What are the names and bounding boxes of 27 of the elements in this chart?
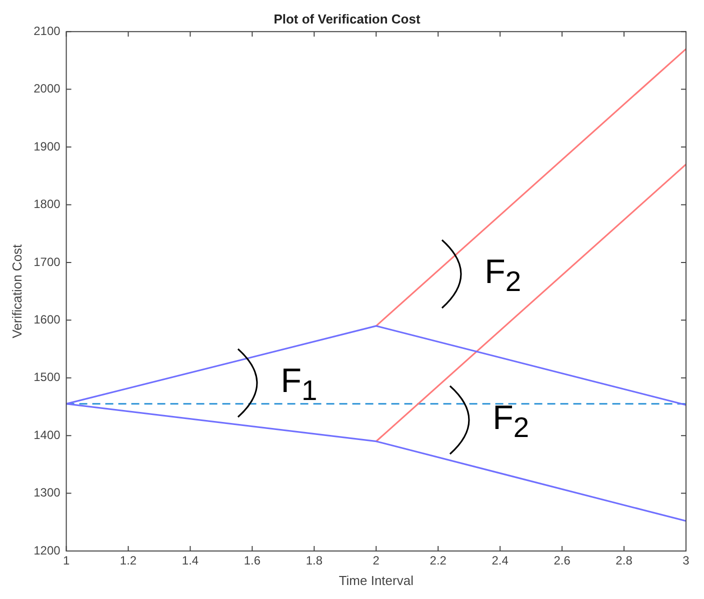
y-tick-label: 2100 [34, 24, 61, 38]
x-tick-label: 1.2 [120, 554, 137, 568]
x-tick-label: 3 [682, 554, 690, 568]
y-tick-label: 1600 [34, 312, 61, 326]
y-tick-label: 1800 [34, 197, 61, 212]
y-axis-title: Verification Cost [9, 244, 24, 338]
annotation: F$_{2}$ [492, 398, 530, 446]
y-tick-label: 2000 [34, 82, 61, 96]
y-tick-label: 1200 [34, 543, 61, 558]
x-axis-title: Time Interval [338, 572, 414, 588]
chart-title: Plot of Verification Cost [274, 11, 421, 26]
x-tick-label: 2.8 [616, 554, 633, 568]
x-tick-label: 2.6 [554, 554, 571, 568]
x-tick-label: 1 [62, 554, 70, 568]
x-tick-label: 2.4 [492, 554, 509, 568]
annotation: F$_{1}$ [280, 360, 318, 408]
x-tick-label: 1.6 [244, 554, 261, 568]
x-tick-label: 1.8 [306, 554, 323, 568]
y-tick-label: 1400 [34, 428, 61, 442]
y-tick-label: 1700 [34, 254, 61, 269]
y-tick-label: 1300 [34, 486, 61, 500]
x-tick-label: 1.4 [182, 554, 199, 568]
x-tick-label: 2.2 [430, 554, 447, 568]
annotation: F$_{2}$ [484, 252, 522, 300]
x-tick-label: 2 [372, 554, 380, 568]
y-tick-label: 1500 [34, 370, 61, 384]
y-tick-label: 1900 [34, 139, 61, 154]
